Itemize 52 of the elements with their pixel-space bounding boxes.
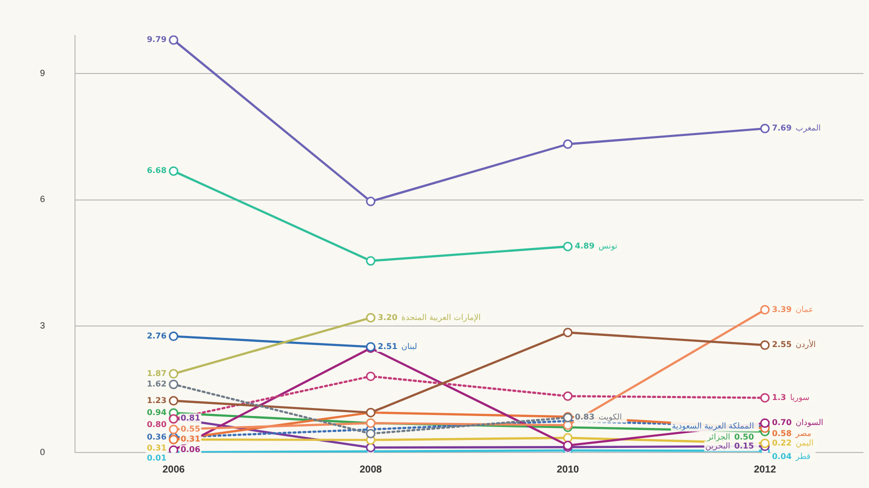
data-label: 4.89 xyxy=(574,242,595,251)
text: تونس xyxy=(598,242,618,251)
data-label: 9.79 xyxy=(146,35,167,44)
data-label: 0.22 xyxy=(772,438,792,448)
data-label: 0.04 xyxy=(772,452,792,461)
text: عمان xyxy=(796,304,814,314)
data-label: 1.62 xyxy=(146,379,167,388)
series-label: البحرين xyxy=(705,441,730,450)
data-label: 0.55 xyxy=(180,424,201,434)
data-label: 2.76 xyxy=(146,331,167,340)
data-label: 0.70 xyxy=(772,418,792,428)
data-label: 0.01 xyxy=(146,453,167,462)
text: المغرب xyxy=(796,124,821,133)
x-tick-label: 2006 xyxy=(162,464,186,476)
x-tick-label: 2012 xyxy=(754,464,776,476)
data-label: 6.68 xyxy=(146,166,167,176)
data-label: 0.06 xyxy=(180,445,201,454)
text: الإمارات العربية المتحدة xyxy=(401,312,481,322)
data-label: 2.51 xyxy=(378,342,398,351)
y-tick-label: 3 xyxy=(40,320,46,331)
data-label: 0.31 xyxy=(146,444,167,453)
x-tick-label: 2010 xyxy=(556,464,580,476)
y-tick-label: 9 xyxy=(40,68,46,78)
data-label: 2.55 xyxy=(772,340,792,350)
text: لبنان xyxy=(401,342,418,351)
data-label: 7.69 xyxy=(772,124,792,133)
text: السودان xyxy=(796,418,824,428)
x-tick-label: 2008 xyxy=(360,464,382,476)
series-label: المملكة العربية السعودية xyxy=(672,422,754,431)
text: مصر xyxy=(794,429,812,438)
text: الكويت xyxy=(598,412,622,422)
data-label: 0.94 xyxy=(146,408,167,418)
y-tick-label: 0 xyxy=(40,447,46,458)
data-label: 0.81 xyxy=(180,414,201,423)
data-label: 1.87 xyxy=(146,368,167,378)
data-label: 0.80 xyxy=(146,420,167,429)
data-label: 3.39 xyxy=(772,304,792,314)
data-label: 0.31 xyxy=(180,434,201,444)
data-label: 1.3 xyxy=(772,392,786,402)
text: سوريا xyxy=(790,392,810,402)
data-label: 0.58 xyxy=(772,429,792,438)
series-label: الجزائر xyxy=(706,432,730,442)
data-label: 3.20 xyxy=(378,312,398,322)
text: الأردن xyxy=(796,339,816,350)
data-label: 1.23 xyxy=(146,396,167,405)
text: قطر xyxy=(794,452,811,461)
data-label: 0.36 xyxy=(146,432,167,442)
data-label: 0.83 xyxy=(574,412,595,422)
data-label: 0.50 xyxy=(734,432,754,442)
data-label: 0.15 xyxy=(734,441,754,450)
y-tick-label: 6 xyxy=(40,194,46,204)
text: اليمن xyxy=(796,438,814,448)
